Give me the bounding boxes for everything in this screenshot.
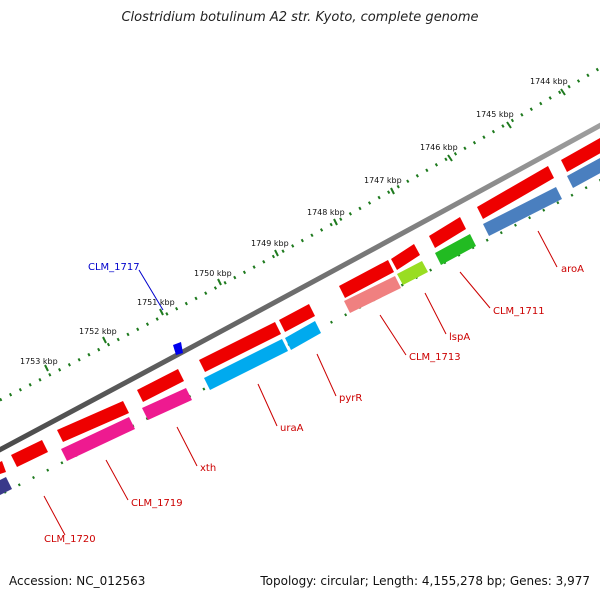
gene-labels: CLM_1717 aroA CLM_1711 lspA CLM_1713 pyr… (44, 262, 584, 545)
gene-label[interactable]: CLM_1713 (409, 352, 461, 363)
gene-label[interactable]: uraA (280, 423, 304, 434)
kbp-label: 1749 kbp (251, 239, 289, 248)
kbp-label: 1745 kbp (476, 110, 514, 119)
kbp-label: 1752 kbp (79, 327, 117, 336)
gene-arrow[interactable] (57, 401, 129, 442)
clm1717-marker[interactable] (173, 342, 183, 355)
gene-label[interactable]: CLM_1711 (493, 306, 545, 317)
kbp-tick-mark (159, 308, 164, 316)
kbp-tick-mark (274, 249, 279, 257)
kbp-tick-mark (44, 364, 49, 372)
gene-arrow[interactable] (0, 477, 12, 495)
gene-arrow[interactable] (61, 417, 135, 461)
gene-arrow[interactable] (435, 234, 476, 265)
genome-backbone (0, 122, 600, 453)
gene-arrow[interactable] (429, 217, 466, 248)
gene-label[interactable]: CLM_1717 (88, 262, 140, 273)
gene-arrow[interactable] (339, 260, 394, 298)
leader-line (379, 314, 407, 356)
gene-arrow[interactable] (0, 461, 6, 474)
gene-arrow[interactable] (397, 261, 428, 285)
gene-arrow[interactable] (137, 369, 184, 402)
gene-label[interactable]: lspA (449, 332, 470, 343)
kbp-tick-mark (217, 278, 222, 286)
gene-label[interactable]: aroA (561, 264, 584, 275)
kbp-label: 1744 kbp (530, 77, 568, 86)
kbp-tick-mark (447, 154, 453, 162)
gene-arrow[interactable] (483, 187, 562, 236)
gene-arrow[interactable] (11, 440, 48, 467)
gene-arrow[interactable] (142, 388, 192, 420)
gene-arrow[interactable] (344, 276, 401, 313)
leader-line (138, 269, 164, 311)
leader-line (459, 271, 491, 309)
label-leaders (43, 230, 558, 536)
leader-line (176, 426, 198, 467)
leader-line (537, 230, 558, 268)
map-title: Clostridium botulinum A2 str. Kyoto, com… (121, 10, 479, 25)
gene-arrow[interactable] (391, 244, 420, 270)
kbp-tick-mark (390, 187, 395, 195)
gene-arrow[interactable] (204, 339, 288, 390)
leader-line (424, 292, 447, 335)
kbp-label: 1751 kbp (137, 298, 175, 307)
kbp-ticks: 1744 kbp 1745 kbp 1746 kbp 1747 kbp 1748… (20, 77, 568, 372)
kbp-tick-mark (506, 121, 512, 129)
kbp-tick-mark (333, 218, 338, 226)
kbp-label: 1748 kbp (307, 208, 345, 217)
leader-line (43, 495, 66, 536)
gene-label[interactable]: xth (200, 463, 216, 474)
kbp-tick-mark (102, 336, 107, 344)
kbp-label: 1747 kbp (364, 176, 402, 185)
accession-text: Accession: NC_012563 (9, 574, 146, 588)
leader-line (257, 383, 278, 427)
gene-arrow[interactable] (561, 138, 600, 172)
gene-label[interactable]: pyrR (339, 393, 362, 404)
gene-label[interactable]: CLM_1719 (131, 498, 183, 509)
gene-arrow[interactable] (285, 321, 321, 350)
kbp-tick-mark (560, 88, 566, 96)
leader-line (105, 459, 129, 501)
other-strand-genes (0, 158, 600, 495)
kbp-label: 1753 kbp (20, 357, 58, 366)
gene-arrow[interactable] (567, 158, 600, 188)
kbp-label: 1750 kbp (194, 269, 232, 278)
gene-arrow[interactable] (279, 304, 315, 332)
kbp-label: 1746 kbp (420, 143, 458, 152)
leader-line (316, 353, 337, 397)
genome-summary-text: Topology: circular; Length: 4,155,278 bp… (260, 574, 590, 588)
gene-arrow[interactable] (477, 166, 554, 219)
forward-strand-genes (0, 138, 600, 474)
gene-arrow[interactable] (199, 322, 281, 372)
gene-label[interactable]: CLM_1720 (44, 534, 96, 545)
